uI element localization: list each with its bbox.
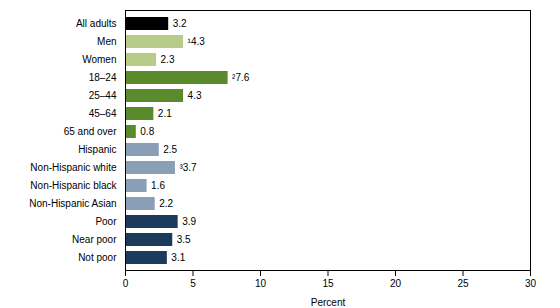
svg-text:2.2: 2.2 [159,198,173,209]
svg-text:3.9: 3.9 [182,216,196,227]
svg-text:Not poor: Not poor [78,252,117,263]
svg-text:3.5: 3.5 [177,234,191,245]
svg-text:¹4.3: ¹4.3 [188,36,206,47]
svg-text:20: 20 [390,278,402,289]
svg-text:0: 0 [123,278,129,289]
svg-text:All adults: All adults [76,18,117,29]
svg-text:25–44: 25–44 [89,90,117,101]
svg-text:65 and over: 65 and over [64,126,117,137]
svg-text:2.1: 2.1 [158,108,172,119]
svg-text:15: 15 [322,278,334,289]
svg-text:Non-Hispanic black: Non-Hispanic black [30,180,117,191]
svg-text:²7.6: ²7.6 [232,72,250,83]
svg-text:2.5: 2.5 [163,144,177,155]
svg-text:Women: Women [82,54,116,65]
svg-text:3.1: 3.1 [171,252,185,263]
svg-text:5: 5 [190,278,196,289]
svg-text:0.8: 0.8 [140,126,154,137]
svg-text:Non-Hispanic Asian: Non-Hispanic Asian [29,198,116,209]
svg-text:30: 30 [525,278,537,289]
svg-text:Poor: Poor [95,216,117,227]
svg-text:Percent: Percent [311,297,346,308]
svg-text:25: 25 [457,278,469,289]
svg-text:18–24: 18–24 [89,72,117,83]
svg-text:4.3: 4.3 [188,90,202,101]
svg-text:Hispanic: Hispanic [78,144,116,155]
svg-text:1.6: 1.6 [151,180,165,191]
svg-text:Men: Men [97,36,116,47]
svg-text:45–64: 45–64 [89,108,117,119]
svg-text:2.3: 2.3 [161,54,175,65]
svg-text:3.2: 3.2 [173,18,187,29]
svg-text:10: 10 [255,278,267,289]
svg-text:Non-Hispanic white: Non-Hispanic white [30,162,117,173]
svg-text:Near poor: Near poor [72,234,117,245]
svg-text:³3.7: ³3.7 [179,162,197,173]
